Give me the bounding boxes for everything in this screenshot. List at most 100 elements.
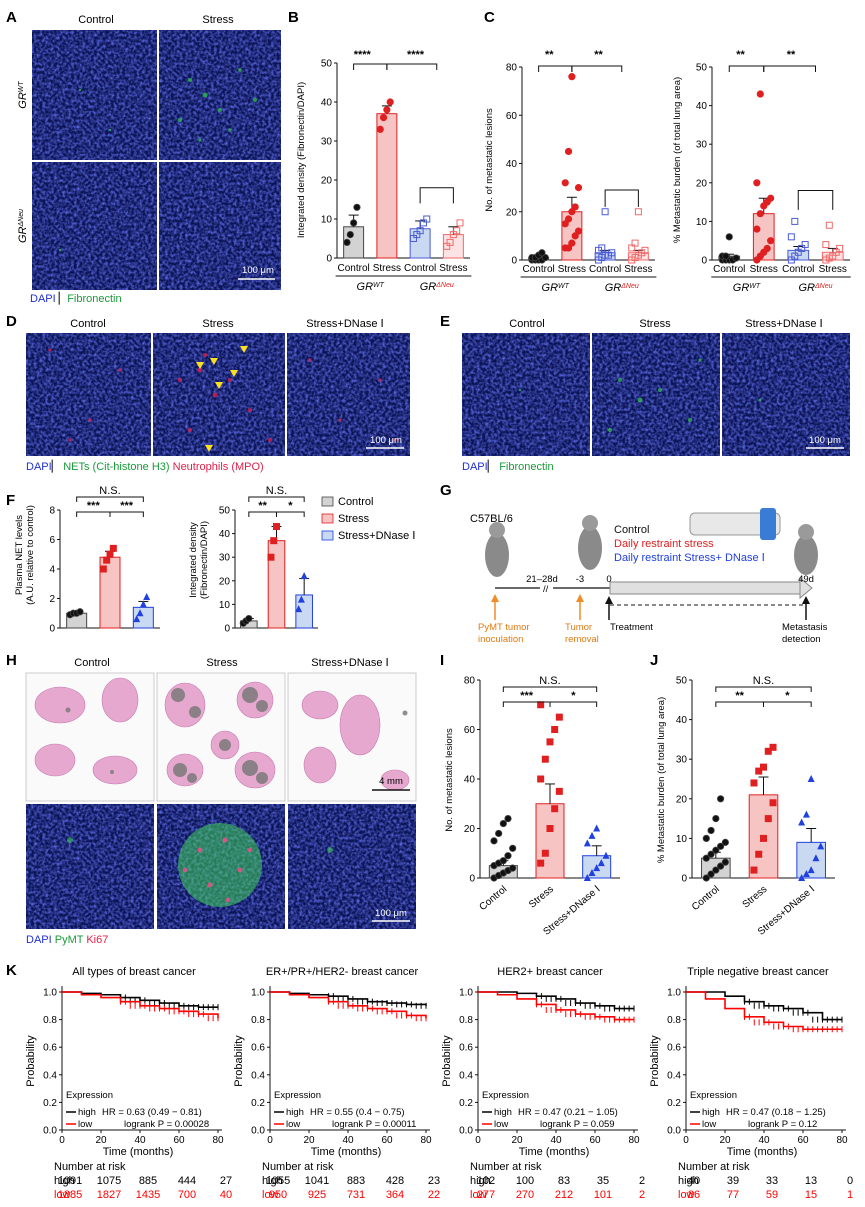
bar [376,113,398,259]
y-tick-label: 30 [676,755,688,766]
panel-a-col-control: Control [78,14,113,26]
km-risk-low-label: low [678,1189,695,1201]
panel-c-letter: C [484,9,495,26]
data-point [798,818,806,826]
km-y-tick-label: 1.0 [43,988,57,999]
group-label: GRΔNeu [798,282,832,294]
group-label: GRΔNeu [605,282,639,294]
x-tick-label: Stress [527,884,556,911]
y-tick-label: 20 [219,576,231,587]
km-x-tick-label: 60 [797,1135,809,1146]
panel-a-letter: A [6,9,17,26]
sig-label: ** [735,690,744,702]
km-risk-low-value: 270 [516,1189,534,1201]
sig-bracket [248,496,305,502]
data-point [817,842,825,850]
data-point [791,217,799,225]
data-point [721,858,729,866]
data-point [588,831,596,839]
sig-label: ** [736,49,745,61]
mouse-icon-2 [578,526,602,570]
x-tick-label: Control [782,264,814,275]
km-x-tick-label: 60 [589,1135,601,1146]
km-risk-high-label: high [262,1175,283,1187]
data-point [807,775,815,782]
y-tick-label: 40 [464,775,476,786]
data-point [574,227,583,235]
km-x-tick-label: 0 [267,1135,273,1146]
sig-bracket [276,511,305,517]
micrograph-a-wt-stress-texture [159,30,281,160]
data-point [453,227,461,235]
km-xlabel: Time (months) [727,1146,798,1158]
km-x-tick-label: 80 [628,1135,640,1146]
km-y-tick-label: 0.2 [43,1098,57,1109]
data-point [423,215,431,223]
km-hr: HR = 0.47 (0.21 − 1.05) [518,1107,618,1118]
x-tick-label: Stress [741,884,770,911]
chart-k: All types of breast cancer 0.0 0.2 0.4 0.6 0.… [25,966,853,1201]
group-label: GRWT [357,281,385,293]
panel-h-col-control: Control [74,657,109,669]
x-tick-label: Stress [624,264,652,275]
sig-label: * [785,690,790,702]
panel-e-col-stress: Stress [639,318,671,330]
data-point [416,227,424,235]
km-y-tick-label: 0.0 [43,1126,57,1137]
y-tick-label: 0 [511,256,517,267]
sig-bracket [728,65,765,72]
data-point [598,244,606,252]
km-risk-low-value: 212 [555,1189,573,1201]
x-tick-label: Stress [750,264,778,275]
km-y-tick-label: 0.4 [43,1070,57,1081]
panel-e-scale-label: 100 μm [809,435,841,446]
panel-a-row-neu: GRΔNeu [17,209,29,243]
km-y-tick-label: 0.2 [667,1098,681,1109]
y-tick-label: 20 [464,824,476,835]
micrograph-a-neu-control-texture [32,162,157,290]
panel-a-scale-label: 100 μm [242,265,274,276]
data-point [764,747,772,755]
arm-control: Control [614,524,649,536]
y-tick-label: 30 [696,140,708,151]
km-risk-low-label: low [470,1189,487,1201]
event-pymt-2: inoculation [478,634,523,645]
km-x-tick-label: 40 [134,1135,146,1146]
sig-bracket [538,65,573,72]
km-legend-high: high [702,1107,720,1118]
sig-label: * [571,690,576,702]
sig-bracket [797,190,834,210]
sig-bracket [549,701,598,707]
panel-f-left-ylabel1: Plasma NET levels [14,515,25,595]
y-tick-label: 80 [464,676,476,687]
data-point [143,593,151,601]
data-point [702,874,710,882]
km-title: ER+/PR+/HER2- breast cancer [266,966,419,978]
data-point [386,98,394,106]
km-y-tick-label: 1.0 [667,988,681,999]
data-point [103,556,111,564]
data-point [836,244,844,252]
x-tick-label: Stress [558,264,586,275]
data-point [756,90,764,98]
data-point [99,565,107,573]
km-risk-high-value: 102 [477,1175,495,1187]
x-tick-label: Control [523,264,555,275]
data-point [555,713,563,721]
data-point [300,572,308,580]
km-y-tick-label: 0.6 [251,1043,265,1054]
km-legend-high: high [78,1107,96,1118]
km-risk-high-value: 35 [597,1175,609,1187]
sig-bracket [763,65,816,72]
x-tick-label: Control [713,264,745,275]
sig-label: *** [87,500,101,512]
km-risk-high-value: 40 [688,1175,700,1187]
panel-h-scale-bottom: 100 μm [375,908,407,919]
data-point [756,210,764,218]
km-y-tick-label: 0.0 [251,1126,265,1137]
km-risk-low-value: 59 [766,1189,778,1201]
y-tick-label: 0 [49,624,55,635]
legend-dnase: Stress+DNase Ⅰ [338,530,416,542]
data-point [825,221,833,229]
